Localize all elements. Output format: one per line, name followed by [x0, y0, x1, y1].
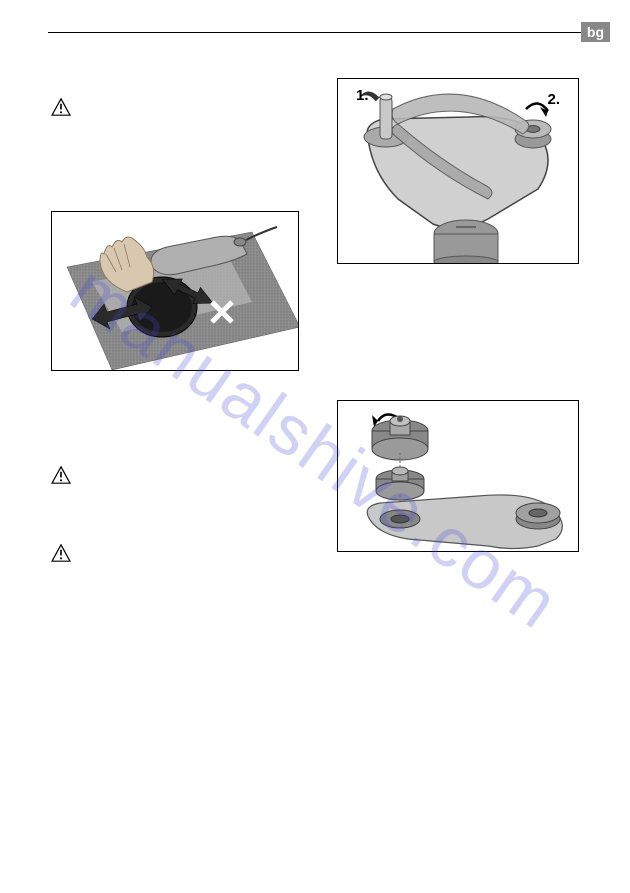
figure-operation-direction — [51, 211, 299, 371]
warning-icon — [51, 544, 71, 562]
page-top-rule — [48, 32, 582, 33]
step-1-label: 1. — [356, 87, 369, 104]
step-2-label: 2. — [547, 91, 560, 108]
figure-exploded-parts — [337, 400, 579, 552]
figure-assembly-steps: 1. 2. — [337, 78, 579, 264]
warning-icon — [51, 466, 71, 484]
language-badge: bg — [581, 22, 610, 42]
warning-icon — [51, 98, 71, 116]
